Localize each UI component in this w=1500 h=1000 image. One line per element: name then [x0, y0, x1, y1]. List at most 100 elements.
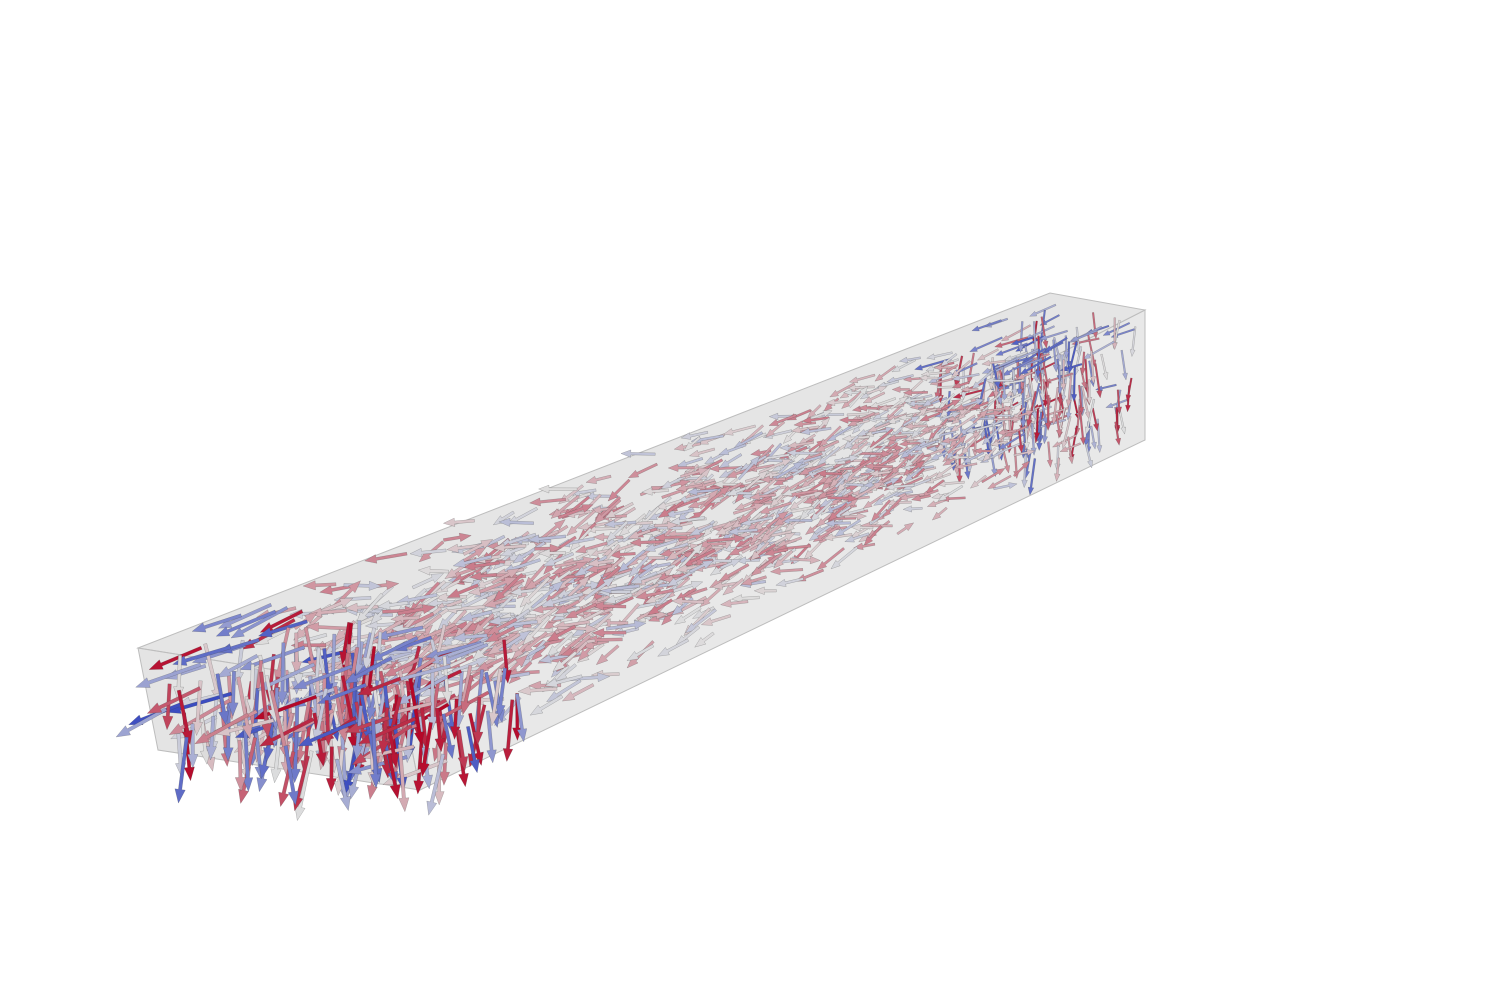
- arrow-glyph: [258, 717, 315, 747]
- arrow-glyph: [530, 606, 558, 627]
- arrow-glyph: [872, 491, 899, 506]
- arrow-glyph: [891, 490, 914, 498]
- arrow-glyph: [896, 522, 915, 536]
- arrow-glyph: [216, 653, 259, 678]
- arrow-glyph: [863, 524, 883, 547]
- arrow-glyph: [1040, 316, 1049, 349]
- arrow-glyph: [858, 449, 892, 458]
- arrow-glyph: [950, 360, 971, 378]
- arrow-glyph: [215, 609, 277, 637]
- arrow-glyph: [812, 524, 841, 543]
- arrow-glyph: [397, 744, 410, 813]
- arrow-glyph: [460, 675, 474, 716]
- arrow-glyph: [627, 462, 659, 479]
- arrow-glyph: [426, 753, 446, 816]
- arrow-glyph: [703, 485, 731, 508]
- arrow-glyph: [586, 558, 615, 568]
- arrow-glyph: [608, 550, 636, 559]
- arrow-glyph: [933, 364, 957, 371]
- arrow-glyph: [492, 510, 515, 526]
- arrow-glyph: [357, 676, 402, 696]
- arrow-glyph: [989, 440, 1009, 447]
- arrow-glyph: [488, 668, 503, 727]
- arrow-glyph: [308, 607, 348, 618]
- arrow-glyph: [939, 352, 958, 367]
- arrow-glyph: [775, 577, 805, 587]
- arrow-glyph: [844, 532, 870, 543]
- arrow-glyph: [468, 571, 498, 581]
- arrow-glyph: [355, 592, 384, 625]
- arrow-glyph: [1091, 407, 1100, 432]
- arrow-glyph: [647, 598, 674, 616]
- arrow-glyph: [269, 689, 290, 761]
- arrow-glyph: [898, 356, 921, 364]
- arrow-glyph: [344, 715, 390, 734]
- arrow-glyph: [765, 420, 786, 438]
- arrow-glyph: [492, 572, 524, 603]
- arrow-glyph: [984, 377, 1014, 384]
- arrow-glyph: [512, 541, 546, 564]
- arrow-glyph: [991, 362, 1001, 390]
- arrow-glyph: [618, 513, 647, 537]
- arrow-glyph: [870, 499, 892, 522]
- arrow-glyph: [673, 606, 702, 625]
- arrow-glyph: [607, 478, 631, 502]
- arrow-glyph: [902, 505, 923, 513]
- arrow-glyph: [863, 462, 894, 471]
- arrow-glyph: [940, 436, 960, 444]
- arrow-glyph: [395, 674, 449, 706]
- arrow-glyph: [439, 742, 450, 786]
- arrow-glyph: [434, 707, 446, 753]
- arrow-glyph: [1065, 374, 1073, 408]
- arrow-glyph: [680, 548, 717, 567]
- arrow-glyph: [1000, 324, 1032, 342]
- arrow-glyph: [653, 533, 688, 542]
- arrow-glyph: [889, 457, 909, 476]
- arrow-glyph: [148, 645, 203, 670]
- arrow-glyph: [603, 592, 633, 604]
- arrow-glyph: [462, 561, 500, 571]
- arrow-glyph: [236, 676, 253, 740]
- arrow-glyph: [954, 462, 978, 470]
- arrow-glyph: [759, 520, 786, 543]
- arrow-glyph: [781, 483, 816, 497]
- arrow-glyph: [851, 455, 880, 474]
- arrow-glyph: [1013, 449, 1036, 457]
- arrow-glyph: [446, 583, 480, 598]
- arrow-glyph: [1079, 411, 1086, 446]
- arrow-glyph: [1105, 398, 1129, 409]
- arrow-glyph: [1061, 415, 1072, 450]
- arrow-glyph: [205, 715, 217, 761]
- arrow-glyph: [890, 395, 909, 410]
- arrow-glyph: [552, 650, 578, 672]
- arrow-glyph: [910, 494, 932, 502]
- arrow-glyph: [509, 586, 550, 597]
- arrow-glyph: [834, 454, 860, 463]
- arrow-glyph: [798, 462, 827, 476]
- arrow-glyph: [1026, 383, 1038, 421]
- arrow-glyph: [842, 389, 869, 397]
- arrow-glyph: [1016, 363, 1023, 398]
- arrow-glyph: [818, 425, 842, 448]
- arrow-glyph: [971, 319, 1002, 332]
- arrow-glyph: [664, 508, 695, 519]
- arrow-glyph: [316, 682, 367, 704]
- arrow-glyph: [217, 637, 260, 654]
- arrow-glyph: [343, 661, 383, 684]
- arrow-glyph: [940, 399, 962, 411]
- arrow-glyph: [971, 369, 994, 390]
- arrow-glyph: [868, 469, 891, 478]
- arrow-glyph: [950, 453, 978, 461]
- arrow-glyph: [472, 697, 484, 746]
- arrow-glyph: [862, 391, 886, 404]
- arrow-glyph: [1084, 443, 1093, 469]
- arrow-glyph: [960, 365, 967, 401]
- arrow-glyph: [952, 388, 985, 399]
- arrow-glyph: [550, 494, 581, 519]
- arrow-glyph: [725, 485, 748, 496]
- arrow-glyph: [585, 474, 612, 484]
- arrow-glyph: [498, 517, 534, 527]
- arrow-glyph: [848, 385, 869, 408]
- arrow-glyph: [409, 547, 447, 558]
